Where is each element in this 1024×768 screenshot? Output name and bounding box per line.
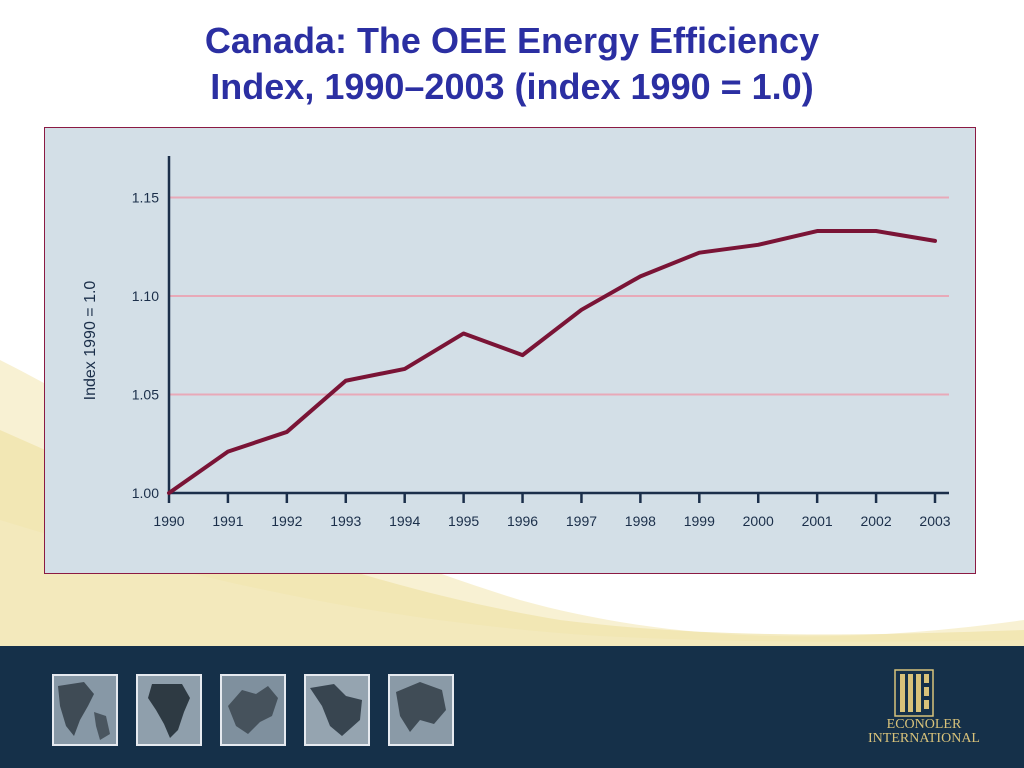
y-tick-label: 1.10 — [132, 288, 159, 304]
data-point — [697, 251, 701, 255]
data-point — [579, 308, 583, 312]
x-tick-label: 1997 — [566, 513, 597, 529]
x-tick-label: 2001 — [802, 513, 833, 529]
brand-name-line-1: ECONOLER — [886, 717, 962, 732]
brand-name-line-2: INTERNATIONAL — [868, 731, 980, 746]
x-tick-label: 1995 — [448, 513, 479, 529]
chart-panel: 1.00 1.05 1.10 1.15 1990 1991 1992 1993 1994 1995… — [44, 127, 976, 574]
x-tick-label: 1992 — [271, 513, 302, 529]
x-tick-label: 2003 — [919, 513, 950, 529]
data-point — [638, 274, 642, 278]
data-point — [933, 239, 937, 243]
slide-title-line-2: Index, 1990–2003 (index 1990 = 1.0) — [210, 66, 814, 107]
brand-name: ECONOLER INTERNATIONAL — [836, 718, 1012, 746]
index-series-line — [167, 229, 937, 495]
east-asia-map-icon — [388, 674, 454, 746]
data-point — [167, 491, 171, 495]
x-tick-label: 2002 — [860, 513, 891, 529]
x-tick-label: 1990 — [153, 513, 184, 529]
y-axis-title: Index 1990 = 1.0 — [82, 281, 99, 401]
econoler-grid-logo-icon — [894, 669, 934, 717]
y-tick-label: 1.15 — [132, 190, 159, 206]
x-tick-label: 1998 — [625, 513, 656, 529]
x-tick-label: 1993 — [330, 513, 361, 529]
x-tick-label: 1999 — [684, 513, 715, 529]
y-tick-label: 1.05 — [132, 387, 159, 403]
y-tick-label: 1.00 — [132, 485, 159, 501]
middle-east-map-icon — [304, 674, 370, 746]
data-point — [344, 379, 348, 383]
line-chart: 1.00 1.05 1.10 1.15 1990 1991 1992 1993 1994 1995… — [82, 156, 951, 529]
data-point — [226, 450, 230, 454]
x-tick-label: 1996 — [507, 513, 538, 529]
europe-map-icon — [220, 674, 286, 746]
data-point — [462, 331, 466, 335]
x-tick-label: 1991 — [212, 513, 243, 529]
data-point — [756, 243, 760, 247]
data-point — [874, 229, 878, 233]
north-america-map-icon — [52, 674, 118, 746]
slide-title: Canada: The OEE Energy Efficiency Index,… — [0, 18, 1024, 110]
slide-title-line-1: Canada: The OEE Energy Efficiency — [204, 20, 820, 61]
data-point — [403, 367, 407, 371]
x-tick-label: 1994 — [389, 513, 420, 529]
africa-map-icon — [136, 674, 202, 746]
x-tick-label: 2000 — [743, 513, 774, 529]
data-point — [815, 229, 819, 233]
data-point — [521, 353, 525, 357]
data-point — [285, 430, 289, 434]
